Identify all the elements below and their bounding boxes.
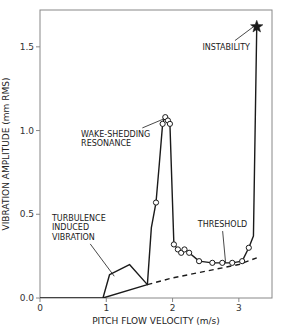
y-tick-label: 1.0 [20,126,35,136]
x-axis-label: PITCH FLOW VELOCITY (m/s) [92,316,220,326]
annotation: TURBULENCEINDUCEDVIBRATION [51,214,106,242]
annotation: WAKE-SHEDDINGRESONANCE [81,130,150,149]
x-tick-label: 1 [103,303,109,313]
circle-marker [210,260,215,265]
circle-marker [196,259,201,264]
y-tick-label: 0.0 [20,293,35,303]
x-tick-label: 2 [170,303,176,313]
circle-marker [182,247,187,252]
y-tick-label: 0.5 [20,209,34,219]
y-tick [36,130,40,131]
annotation: THRESHOLD [197,220,248,229]
plot-frame [40,10,272,298]
x-tick [106,298,107,302]
y-tick [36,46,40,47]
y-tick [36,214,40,215]
dashed-line [147,258,256,285]
x-tick-label: 0 [37,303,43,313]
annotation-connector [223,231,226,263]
annotation-connector [90,244,114,276]
circle-marker [246,245,251,250]
circle-marker [187,250,192,255]
chart: 0 1 2 3 0.0 0.5 1.0 1.5 PITCH FLOW VELOCITY (m/s… [0,0,282,330]
circle-marker [160,121,165,126]
y-axis-label: VIBRATION AMPLITUDE (mm RMS) [1,78,11,231]
annotation-connector [142,119,164,128]
circle-marker [171,242,176,247]
line [147,27,256,285]
circle-marker [167,121,172,126]
circle-marker [220,260,225,265]
line [40,265,147,298]
annotation-connector [235,27,254,41]
plot-area [40,20,263,298]
x-tick [172,298,173,302]
annotation: INSTABILITY [202,43,250,52]
circle-marker [153,200,158,205]
x-tick [40,298,41,302]
circle-marker [230,260,235,265]
y-tick [36,298,40,299]
y-tick-label: 1.5 [20,42,34,52]
star-marker [251,20,263,32]
x-tick [238,298,239,302]
x-tick-label: 3 [236,303,242,313]
